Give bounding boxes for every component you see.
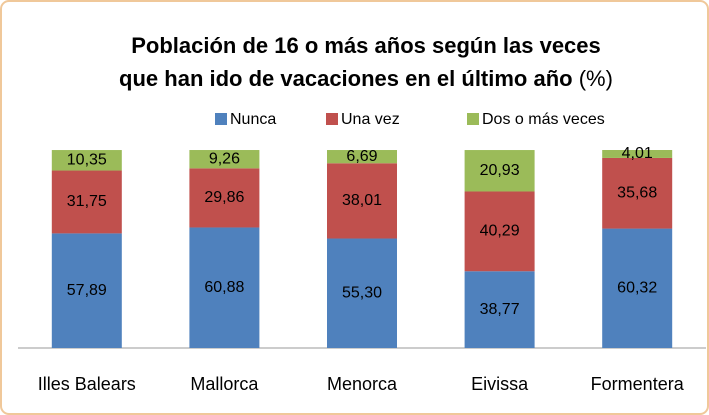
data-label: 10,35 <box>67 152 107 169</box>
bar-segment <box>327 238 397 348</box>
data-label: 38,77 <box>480 301 520 318</box>
bar-segment <box>464 150 535 192</box>
legend-swatch <box>467 113 479 125</box>
data-label: 35,68 <box>617 184 657 201</box>
data-label: 9,26 <box>209 150 240 167</box>
chart-title-unit: (%) <box>579 66 613 91</box>
data-label: 38,01 <box>342 192 382 209</box>
bar-segment <box>464 271 535 348</box>
bar-segment <box>464 191 535 272</box>
legend-label: Dos o más veces <box>482 111 605 128</box>
data-label: 60,88 <box>204 279 244 296</box>
data-label: 6,69 <box>346 148 377 165</box>
data-label: 31,75 <box>67 193 107 210</box>
data-label: 60,32 <box>617 280 657 297</box>
x-tick-label: Mallorca <box>190 374 259 394</box>
data-label: 4,01 <box>622 145 653 162</box>
x-tick-label: Formentera <box>591 374 685 394</box>
bar-segment <box>51 150 122 171</box>
bar-segment <box>327 150 397 164</box>
bar-segment <box>602 157 673 229</box>
chart-title: Población de 16 o más años según las vec… <box>131 33 601 58</box>
bar-segment <box>189 168 260 228</box>
legend-swatch <box>326 113 338 125</box>
data-label: 40,29 <box>480 223 520 240</box>
chart-title: que han ido de vacaciones en el último a… <box>119 66 613 91</box>
bar-segment <box>189 150 260 169</box>
data-label: 55,30 <box>342 284 382 301</box>
legend-label: Nunca <box>230 111 276 128</box>
x-tick-label: Illes Balears <box>38 374 136 394</box>
x-tick-label: Menorca <box>327 374 398 394</box>
data-label: 29,86 <box>204 189 244 206</box>
bar-segment <box>602 228 673 348</box>
data-label: 57,89 <box>67 282 107 299</box>
legend-label: Una vez <box>341 111 400 128</box>
bar-segment <box>327 163 397 239</box>
data-label: 20,93 <box>480 162 520 179</box>
bar-segment <box>602 150 673 158</box>
legend-swatch <box>215 113 227 125</box>
chart-title: que han ido de vacaciones en el último a… <box>119 66 573 91</box>
x-tick-label: Eivissa <box>471 374 529 394</box>
bar-segment <box>51 233 122 348</box>
bar-segment <box>51 170 122 234</box>
bar-segment <box>189 227 260 348</box>
